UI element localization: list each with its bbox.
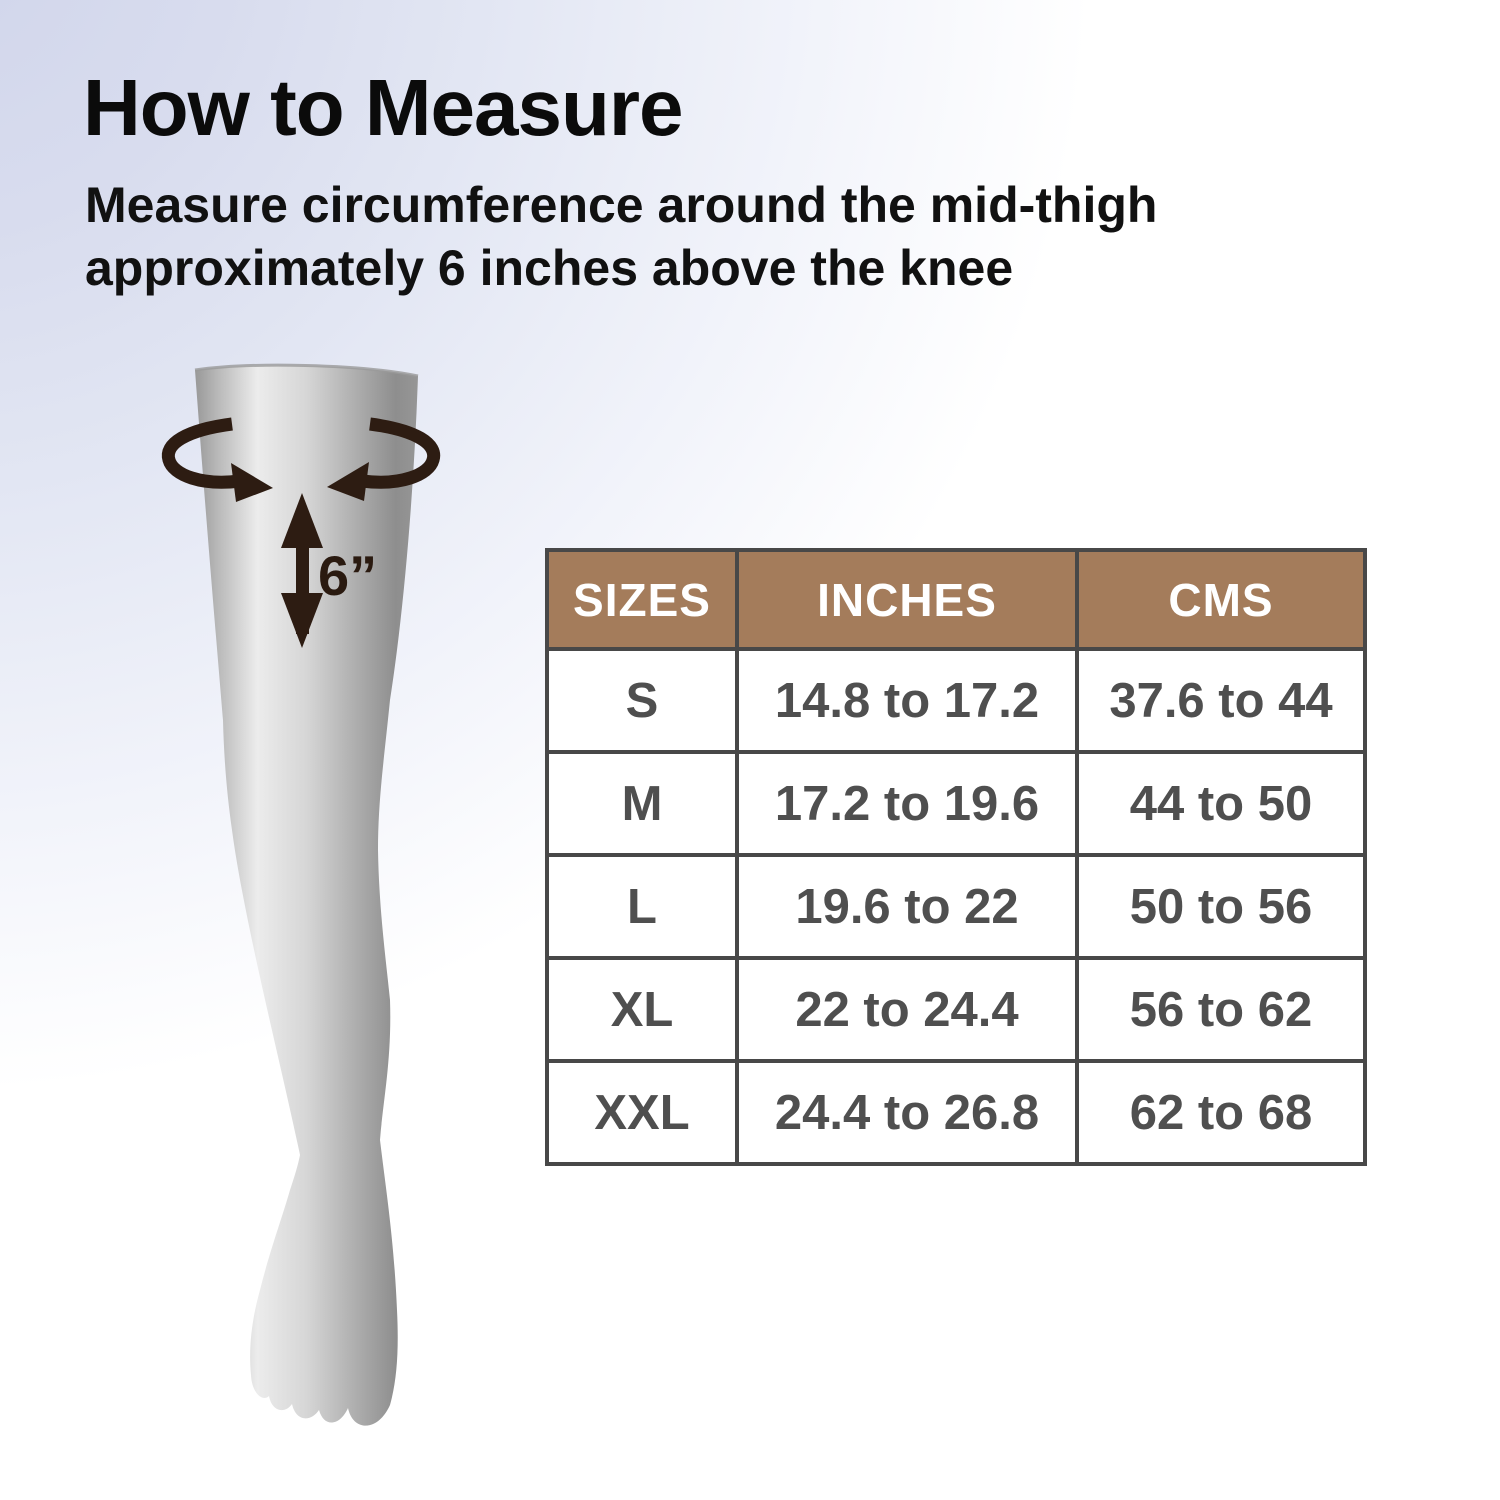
cms-cell: 44 to 50 bbox=[1075, 750, 1367, 857]
size-table: SIZES INCHES CMS S 14.8 to 17.2 37.6 to … bbox=[545, 548, 1367, 1166]
inches-cell: 17.2 to 19.6 bbox=[735, 750, 1079, 857]
table-row: M 17.2 to 19.6 44 to 50 bbox=[545, 750, 1367, 857]
size-cell: XL bbox=[545, 956, 739, 1063]
size-cell: S bbox=[545, 647, 739, 754]
header-inches: INCHES bbox=[735, 548, 1079, 651]
cms-cell: 62 to 68 bbox=[1075, 1059, 1367, 1166]
header-sizes: SIZES bbox=[545, 548, 739, 651]
leg-shape bbox=[195, 365, 418, 1426]
table-header-row: SIZES INCHES CMS bbox=[545, 548, 1367, 651]
size-chart: SIZES INCHES CMS S 14.8 to 17.2 37.6 to … bbox=[545, 548, 1367, 1166]
cms-cell: 56 to 62 bbox=[1075, 956, 1367, 1063]
measure-instructions: Measure circumference around the mid-thi… bbox=[85, 174, 1157, 299]
cms-cell: 37.6 to 44 bbox=[1075, 647, 1367, 754]
cms-cell: 50 to 56 bbox=[1075, 853, 1367, 960]
leg-top-edge bbox=[194, 363, 419, 378]
page-title: How to Measure bbox=[83, 63, 683, 152]
six-inch-label: 6” bbox=[318, 544, 377, 607]
inches-cell: 22 to 24.4 bbox=[735, 956, 1079, 1063]
table-row: S 14.8 to 17.2 37.6 to 44 bbox=[545, 647, 1367, 754]
table-row: XL 22 to 24.4 56 to 62 bbox=[545, 956, 1367, 1063]
inches-cell: 19.6 to 22 bbox=[735, 853, 1079, 960]
inches-cell: 14.8 to 17.2 bbox=[735, 647, 1079, 754]
size-cell: M bbox=[545, 750, 739, 857]
table-row: XXL 24.4 to 26.8 62 to 68 bbox=[545, 1059, 1367, 1166]
circumference-arrow-right-icon bbox=[327, 417, 441, 501]
instruction-line-2: approximately 6 inches above the knee bbox=[85, 239, 1014, 296]
header-cms: CMS bbox=[1075, 548, 1367, 651]
instruction-line-1: Measure circumference around the mid-thi… bbox=[85, 177, 1158, 233]
size-cell: L bbox=[545, 853, 739, 960]
leg-illustration: 6” bbox=[161, 363, 441, 1426]
inches-cell: 24.4 to 26.8 bbox=[735, 1059, 1079, 1166]
table-row: L 19.6 to 22 50 to 56 bbox=[545, 853, 1367, 960]
circumference-arrow-left-icon bbox=[161, 417, 273, 502]
vertical-measure-arrow-icon bbox=[281, 493, 323, 648]
size-cell: XXL bbox=[545, 1059, 739, 1166]
